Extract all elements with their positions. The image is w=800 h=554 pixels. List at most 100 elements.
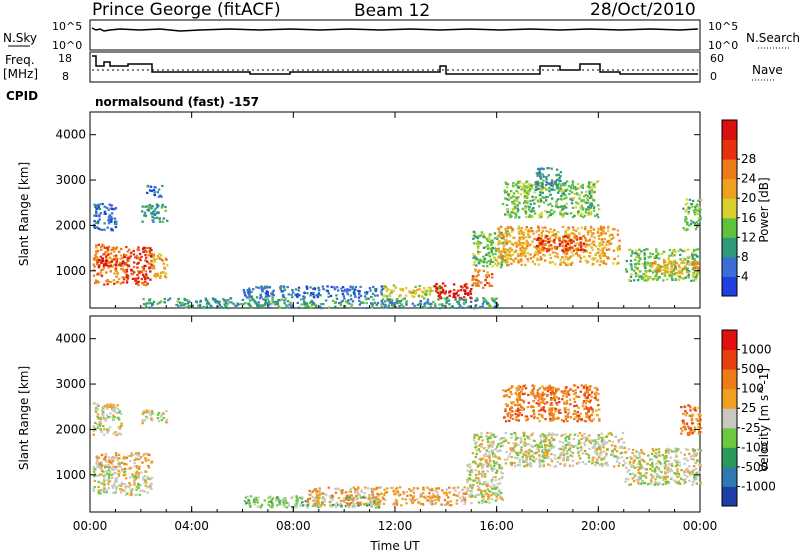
power-cell — [207, 302, 211, 305]
power-cell — [575, 238, 579, 241]
power-cell — [220, 306, 223, 309]
velocity-cell — [589, 439, 593, 442]
power-cell — [639, 275, 643, 278]
velocity-cell — [97, 492, 100, 495]
power-cell — [152, 300, 156, 303]
velocity-cell — [577, 451, 580, 454]
power-cell — [99, 255, 102, 258]
velocity-cell — [430, 500, 433, 503]
power-cell — [579, 257, 583, 260]
power-cell — [397, 300, 400, 303]
power-cell — [691, 261, 695, 264]
power-cell — [160, 254, 163, 257]
power-cell — [186, 299, 189, 302]
velocity-cell — [142, 454, 145, 457]
power-cell — [142, 273, 145, 276]
power-cell — [198, 303, 202, 307]
velocity-cell — [349, 487, 352, 490]
velocity-cell — [353, 505, 357, 508]
velocity-cell — [541, 395, 544, 398]
velocity-cell — [299, 504, 302, 507]
velocity-cell — [514, 434, 517, 437]
velocity-cell — [113, 485, 116, 488]
power-cell — [694, 211, 698, 215]
velocity-cell — [588, 386, 591, 389]
velocity-echo-region — [471, 431, 627, 468]
velocity-cell — [100, 430, 103, 433]
velocity-cell — [462, 492, 465, 495]
power-cell — [611, 233, 614, 236]
power-cell — [482, 286, 485, 289]
power-cell — [473, 255, 476, 258]
power-cell — [143, 211, 147, 214]
power-cell — [153, 194, 157, 197]
power-cell — [474, 275, 477, 278]
power-cell — [505, 190, 508, 193]
power-cell — [266, 302, 269, 305]
power-cell — [459, 289, 463, 292]
power-cell — [521, 207, 524, 210]
power-cell — [176, 300, 180, 303]
power-cell — [550, 181, 554, 184]
power-cell — [561, 240, 564, 243]
velocity-cell — [287, 504, 291, 507]
power-cell — [526, 200, 529, 203]
power-cell — [366, 306, 369, 310]
velocity-cell — [539, 434, 542, 437]
power-cell — [472, 263, 475, 266]
power-cell — [405, 294, 408, 297]
velocity-cell — [98, 464, 102, 467]
velocity-cell — [501, 498, 504, 501]
velocity-cell — [497, 443, 500, 446]
velocity-cell — [563, 402, 566, 405]
velocity-cell — [358, 494, 361, 497]
velocity-cell — [129, 460, 132, 463]
velocity-cell — [485, 449, 488, 452]
power-cell — [695, 273, 698, 276]
velocity-cell — [523, 441, 526, 444]
velocity-cell — [102, 406, 106, 409]
power-cell — [149, 262, 153, 266]
velocity-cell — [610, 453, 613, 456]
power-cell — [457, 294, 460, 297]
velocity-panel-frame — [89, 315, 701, 513]
velocity-cell — [105, 491, 108, 494]
power-cell — [533, 191, 536, 194]
power-cell — [605, 248, 609, 251]
velocity-cell — [478, 493, 481, 496]
power-cell — [373, 301, 376, 304]
velocity-cell — [530, 405, 533, 408]
power-cell — [524, 236, 528, 239]
velocity-cell — [484, 473, 487, 476]
power-cell — [539, 255, 542, 258]
velocity-cell — [112, 465, 115, 468]
power-cell — [590, 242, 594, 245]
power-cell — [575, 235, 578, 238]
power-cell — [524, 255, 527, 258]
velocity-cell — [548, 432, 551, 435]
velocity-cell — [615, 460, 619, 463]
velocity-cell — [551, 432, 554, 435]
power-cell — [271, 291, 275, 294]
power-cell — [387, 298, 391, 301]
velocity-cell — [504, 462, 508, 465]
power-cell — [515, 189, 518, 192]
power-cell — [553, 229, 556, 232]
power-cell — [164, 275, 167, 278]
power-cell — [341, 286, 345, 289]
velocity-cell — [623, 446, 626, 449]
power-cell — [552, 240, 555, 243]
power-cell — [540, 257, 543, 260]
power-cell — [519, 249, 522, 252]
velocity-cell — [480, 435, 483, 438]
power-cell — [588, 181, 591, 184]
power-cell — [365, 292, 368, 295]
velocity-cell — [512, 442, 515, 445]
velocity-cell — [482, 482, 486, 485]
power-cell — [569, 198, 572, 201]
velocity-cell — [146, 491, 149, 494]
velocity-cell — [480, 445, 483, 448]
power-cell — [464, 301, 468, 304]
velocity-cell — [285, 501, 288, 504]
velocity-cell — [484, 452, 487, 455]
